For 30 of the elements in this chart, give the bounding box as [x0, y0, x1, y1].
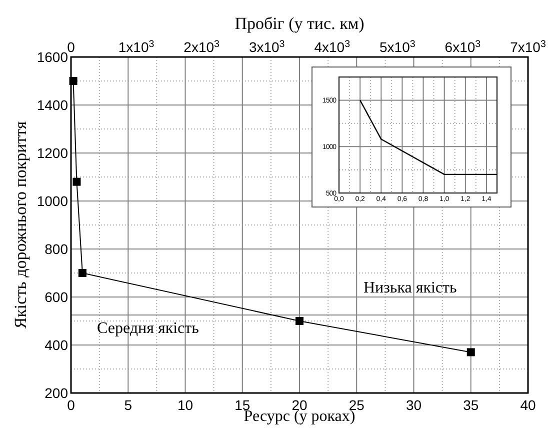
x2-tick-label: 1x10$^{3}$ [118, 38, 155, 55]
y-tick-label: 1200 [36, 144, 68, 161]
x-tick-label: 10 [177, 397, 194, 413]
x-tick-label: 5 [124, 397, 132, 413]
x2-tick-label: 2x10$^{3}$ [184, 38, 220, 55]
x-tick-label: 0 [67, 397, 76, 413]
point [72, 178, 81, 186]
x2-tick-label: 0 [67, 39, 76, 55]
y-tick-label: 600 [44, 288, 68, 305]
y-tick-label: 400 [44, 336, 68, 353]
y-tick-label: 800 [44, 240, 68, 257]
y-tick-label: 1400 [36, 96, 68, 113]
x2-tick-label: 6x10$^{3}$ [444, 38, 482, 55]
x2-tick-label: 4x10$^{3}$ [314, 38, 351, 55]
x2-axis-title: Пробіг (у тис. км) [234, 14, 364, 33]
x2-tick-label: 7x10$^{3}$ [510, 38, 546, 55]
y-tick-label: 200 [44, 384, 68, 401]
y-tick-label: 1600 [36, 48, 68, 65]
annotation: Низька якість [363, 280, 457, 297]
point [466, 348, 475, 356]
annotation: Середня якість [97, 320, 199, 337]
y-axis-title: Якість дорожнього покриття [11, 121, 30, 329]
x-tick-label: 30 [406, 397, 422, 413]
x-tick-label: 35 [463, 397, 479, 413]
y-tick-label: 1000 [36, 192, 68, 209]
point [296, 317, 304, 325]
x2-tick-label: 3x10$^{3}$ [248, 38, 286, 55]
x-tick-label: 40 [520, 397, 536, 413]
x2-tick-label: 5x10$^{3}$ [380, 38, 416, 55]
point [78, 269, 86, 277]
